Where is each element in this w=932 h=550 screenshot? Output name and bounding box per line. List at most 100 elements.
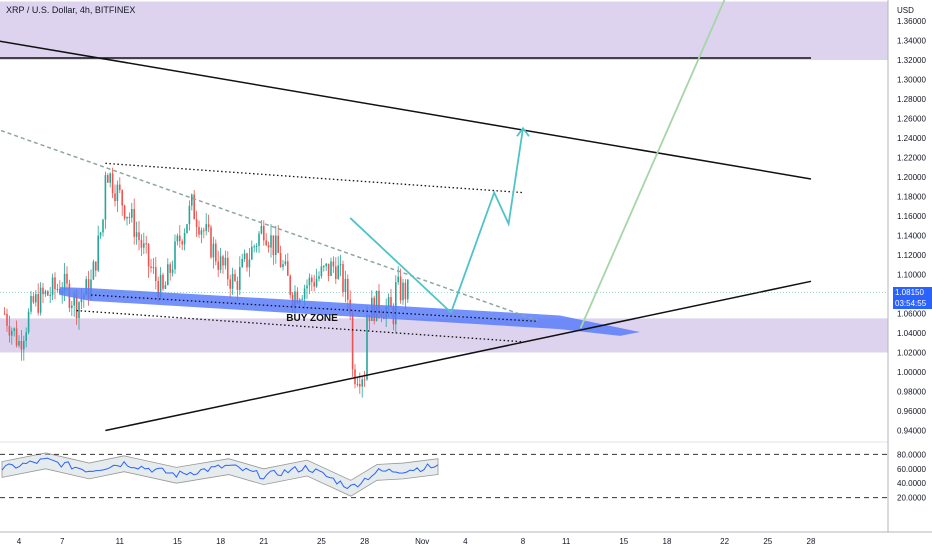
candle-body bbox=[354, 369, 356, 384]
candle-body bbox=[368, 314, 371, 321]
candle-body bbox=[339, 264, 342, 266]
countdown: 03:54:55 bbox=[895, 299, 927, 308]
trend-line-5 bbox=[90, 294, 538, 322]
candle-body bbox=[162, 274, 164, 289]
trend-line-2 bbox=[105, 280, 812, 432]
rsi-tick: 40.0000 bbox=[897, 479, 926, 488]
candle-body bbox=[181, 241, 183, 245]
time-tick: 8 bbox=[521, 537, 526, 546]
candle-body bbox=[20, 340, 23, 350]
candle-body bbox=[176, 235, 179, 242]
price-tick: 1.28000 bbox=[897, 95, 926, 104]
time-tick: 11 bbox=[116, 537, 125, 546]
price-tick: 1.24000 bbox=[897, 134, 926, 143]
price-tick: 1.04000 bbox=[897, 329, 926, 338]
candle-body bbox=[227, 257, 229, 280]
candle-body bbox=[296, 291, 299, 303]
candle-body bbox=[56, 288, 59, 290]
price-tick: 1.18000 bbox=[897, 193, 926, 202]
price-tick: 1.12000 bbox=[897, 251, 926, 260]
candle-body bbox=[248, 259, 251, 268]
candle-body bbox=[311, 277, 313, 283]
candle-body bbox=[85, 279, 87, 295]
trend-line-6 bbox=[76, 309, 524, 343]
price-tick: 1.14000 bbox=[897, 232, 926, 241]
candle-body bbox=[51, 277, 54, 295]
candle-body bbox=[363, 379, 366, 381]
candle-body bbox=[35, 294, 37, 303]
candle-body bbox=[32, 296, 35, 303]
candle-body bbox=[73, 293, 75, 306]
candle-body bbox=[200, 230, 203, 235]
zone-1 bbox=[0, 318, 888, 353]
candle-body bbox=[147, 243, 150, 267]
candle-body bbox=[13, 328, 15, 331]
candle-body bbox=[335, 266, 337, 279]
candle-body bbox=[351, 313, 354, 370]
candle-body bbox=[337, 265, 339, 279]
candle-body bbox=[203, 230, 205, 232]
time-tick: 7 bbox=[60, 537, 65, 546]
candle-body bbox=[102, 219, 104, 233]
time-tick: 28 bbox=[807, 537, 816, 546]
candle-body bbox=[347, 278, 349, 300]
candle-body bbox=[138, 232, 140, 240]
candle-body bbox=[128, 216, 131, 218]
price-tick: 1.34000 bbox=[897, 37, 926, 46]
candle-body bbox=[284, 261, 287, 265]
buy-zone-shape bbox=[60, 287, 640, 336]
trend-line-4 bbox=[105, 162, 524, 194]
candle-body bbox=[344, 278, 347, 293]
price-tick: 1.20000 bbox=[897, 173, 926, 182]
candle-body bbox=[356, 383, 359, 385]
resistance-support-zones bbox=[0, 1, 888, 353]
candle-body bbox=[104, 175, 107, 220]
candle-body bbox=[169, 264, 171, 273]
candle-body bbox=[164, 285, 167, 289]
candle-body bbox=[15, 328, 18, 346]
candle-body bbox=[289, 275, 291, 295]
candle-body bbox=[143, 243, 145, 248]
trend-line-8 bbox=[579, 0, 726, 329]
candle-body bbox=[287, 261, 289, 276]
candle-body bbox=[222, 256, 224, 266]
price-tick: 1.36000 bbox=[897, 17, 926, 26]
candle-body bbox=[224, 257, 227, 266]
candle-body bbox=[191, 194, 193, 206]
price-tick: 1.16000 bbox=[897, 212, 926, 221]
candle-body bbox=[140, 239, 143, 248]
candle-body bbox=[330, 261, 332, 276]
rsi-tick: 80.0000 bbox=[897, 450, 926, 459]
candle-body bbox=[126, 216, 128, 219]
candle-body bbox=[159, 274, 162, 298]
candle-body bbox=[243, 253, 246, 259]
price-tick: 0.96000 bbox=[897, 407, 926, 416]
candle-body bbox=[246, 253, 248, 268]
candle-body bbox=[407, 279, 409, 300]
time-tick: 28 bbox=[360, 537, 369, 546]
price-tick: 1.26000 bbox=[897, 115, 926, 124]
candle-body bbox=[95, 261, 97, 271]
candle-body bbox=[198, 226, 200, 235]
candle-body bbox=[308, 277, 311, 286]
candle-body bbox=[270, 235, 272, 248]
candle-body bbox=[167, 264, 169, 286]
candle-body bbox=[210, 227, 212, 258]
candle-body bbox=[116, 184, 119, 202]
rsi-line bbox=[1, 457, 439, 490]
candle-body bbox=[212, 243, 215, 258]
candle-body bbox=[145, 243, 147, 245]
price-tick: 1.00000 bbox=[897, 368, 926, 377]
candle-body bbox=[397, 276, 399, 283]
buy-zone-label: BUY ZONE bbox=[286, 313, 338, 324]
rsi-indicator bbox=[0, 441, 888, 499]
time-tick: 15 bbox=[619, 537, 628, 546]
candle-body bbox=[97, 235, 99, 271]
candle-body bbox=[3, 313, 6, 315]
zone-0 bbox=[0, 1, 888, 60]
last-price-value: 1.08150 bbox=[895, 288, 924, 297]
candle-body bbox=[135, 232, 138, 237]
time-tick: 4 bbox=[17, 537, 22, 546]
candle-body bbox=[301, 298, 303, 300]
